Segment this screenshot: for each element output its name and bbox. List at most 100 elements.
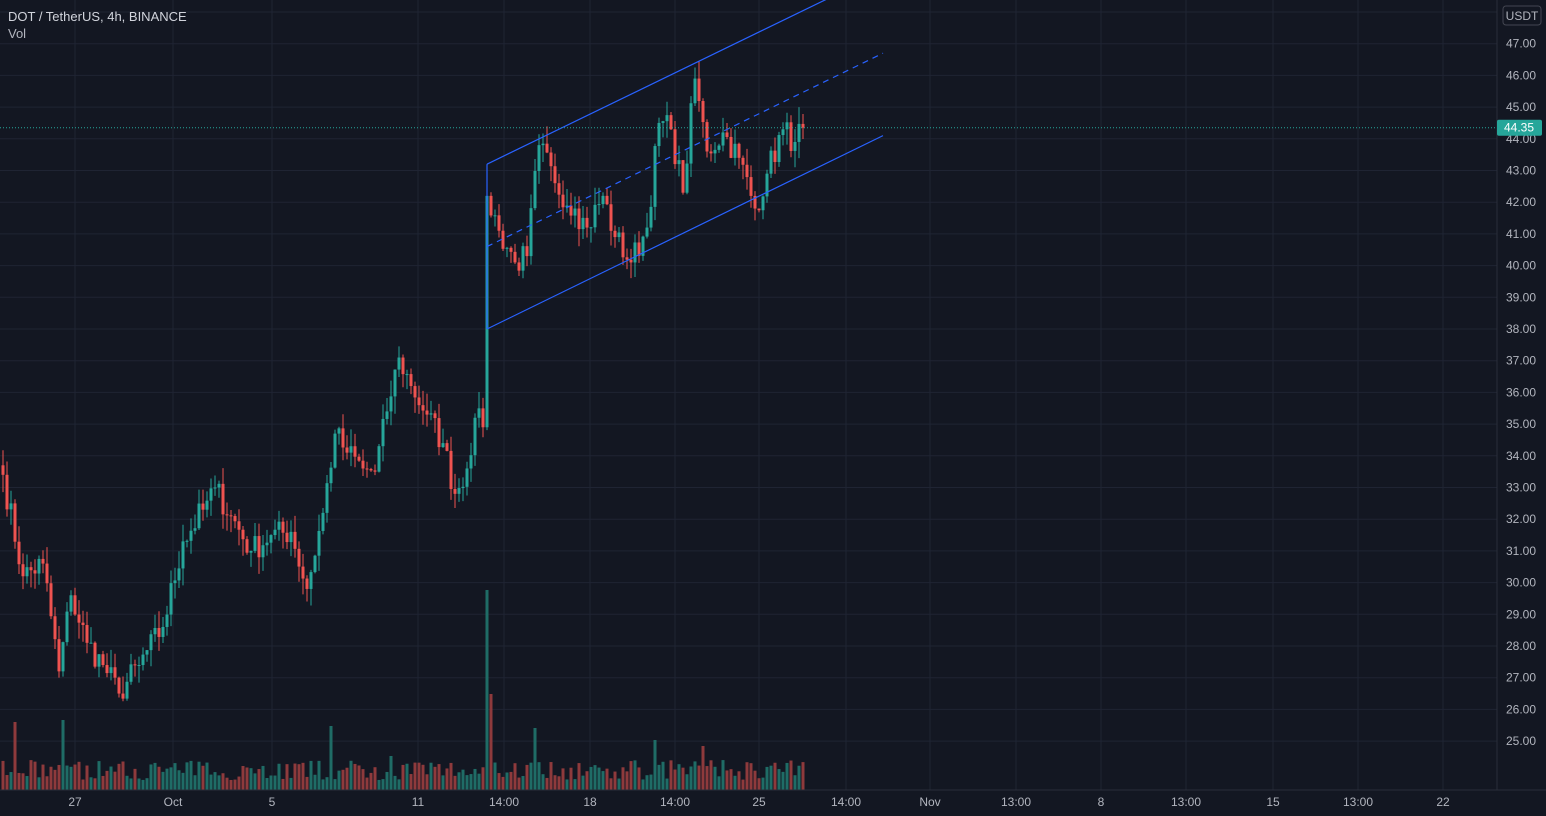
currency-label[interactable]: USDT bbox=[1502, 5, 1542, 26]
volume-bar bbox=[305, 776, 309, 790]
volume-bar bbox=[69, 766, 73, 790]
candle-body bbox=[181, 541, 185, 569]
candle bbox=[305, 575, 309, 602]
candle bbox=[789, 115, 793, 158]
volume-bar bbox=[745, 762, 749, 790]
candle-body bbox=[557, 183, 561, 195]
volume-bar bbox=[41, 764, 45, 790]
candle-body bbox=[421, 405, 425, 411]
candle bbox=[53, 607, 57, 649]
volume-bar bbox=[241, 766, 245, 790]
candle-body bbox=[505, 247, 509, 249]
candle-body bbox=[581, 217, 585, 230]
volume-bar bbox=[789, 760, 793, 790]
volume-bar bbox=[237, 776, 241, 790]
candle bbox=[273, 519, 277, 540]
candle bbox=[97, 654, 101, 678]
time-tick-label: 13:00 bbox=[1343, 795, 1373, 809]
time-tick-label: 5 bbox=[269, 795, 276, 809]
volume-bar bbox=[157, 766, 161, 790]
candle bbox=[381, 404, 385, 462]
volume-bar bbox=[721, 760, 725, 790]
volume-bar bbox=[605, 768, 609, 790]
price-tick-label: 41.00 bbox=[1506, 227, 1536, 241]
volume-bar bbox=[465, 775, 469, 790]
volume-bar bbox=[713, 766, 717, 790]
candle-body bbox=[441, 443, 445, 448]
candle bbox=[29, 561, 33, 588]
candle-body bbox=[125, 681, 129, 699]
candle-body bbox=[381, 418, 385, 447]
candle-body bbox=[549, 152, 553, 167]
parallel-channel[interactable] bbox=[486, 0, 884, 330]
volume-bar bbox=[197, 761, 201, 790]
candle bbox=[177, 551, 181, 589]
candle-body bbox=[473, 417, 477, 456]
channel-lower-line[interactable] bbox=[486, 135, 884, 330]
candle-body bbox=[137, 665, 141, 667]
candle-body bbox=[21, 564, 25, 577]
volume-bar bbox=[537, 762, 541, 790]
volume-bar bbox=[353, 763, 357, 790]
candle-body bbox=[1, 465, 5, 475]
channel-upper-line[interactable] bbox=[486, 0, 859, 165]
candle-body bbox=[269, 535, 273, 543]
candle bbox=[569, 192, 573, 225]
volume-bar bbox=[661, 761, 665, 790]
time-axis[interactable]: 27 Oct 5 11 14:00 18 14:00 25 14:00 Nov 13:00 8 13:0… bbox=[68, 795, 1450, 809]
candle-body bbox=[309, 572, 313, 589]
symbol-title[interactable]: DOT / TetherUS, 4h, BINANCE bbox=[8, 9, 187, 24]
candle-body bbox=[673, 129, 677, 165]
volume-bar bbox=[589, 766, 593, 790]
volume-bar bbox=[729, 769, 733, 790]
candle bbox=[577, 196, 581, 247]
price-tick-label: 43.00 bbox=[1506, 164, 1536, 178]
candle-body bbox=[637, 242, 641, 256]
candle bbox=[461, 477, 465, 502]
candle-body bbox=[585, 217, 589, 228]
candle bbox=[673, 120, 677, 169]
channel-median-line[interactable] bbox=[486, 52, 884, 248]
candle-body bbox=[469, 455, 473, 469]
volume-bar bbox=[73, 764, 77, 790]
candle-body bbox=[313, 555, 317, 573]
candle bbox=[373, 464, 377, 476]
candle-body bbox=[33, 570, 37, 574]
candle bbox=[717, 143, 721, 153]
candle bbox=[477, 392, 481, 428]
price-tick-label: 30.00 bbox=[1506, 576, 1536, 590]
volume-indicator-label[interactable]: Vol bbox=[8, 26, 27, 41]
time-tick-label: 13:00 bbox=[1001, 795, 1031, 809]
volume-bar bbox=[273, 775, 277, 790]
candle-body bbox=[365, 468, 369, 470]
price-axis[interactable]: 25.00 26.00 27.00 28.00 29.00 30.00 31.00 32.00… bbox=[1506, 5, 1536, 748]
candle bbox=[265, 529, 269, 556]
candle-body bbox=[477, 408, 481, 418]
volume-bar bbox=[409, 774, 413, 790]
candle-body bbox=[117, 677, 121, 694]
candle bbox=[493, 209, 497, 227]
last-price-text: 44.35 bbox=[1504, 121, 1534, 135]
chart-legend[interactable]: DOT / TetherUS, 4h, BINANCE Vol bbox=[8, 8, 187, 42]
candle-body bbox=[249, 550, 253, 553]
volume-bar bbox=[173, 763, 177, 790]
volume-bar bbox=[553, 775, 557, 790]
candle bbox=[733, 129, 737, 166]
candle bbox=[497, 204, 501, 238]
candle-body bbox=[569, 205, 573, 216]
volume-bar bbox=[229, 779, 233, 790]
volume-bar bbox=[649, 774, 653, 790]
candle bbox=[441, 428, 445, 448]
volume-bar bbox=[357, 765, 361, 790]
volume-bar bbox=[301, 762, 305, 790]
volume-bar bbox=[101, 775, 105, 790]
candle bbox=[197, 489, 201, 531]
candle bbox=[525, 235, 529, 267]
candle bbox=[365, 461, 369, 478]
candle bbox=[241, 526, 245, 556]
volume-bar bbox=[21, 773, 25, 790]
candle bbox=[509, 246, 513, 263]
price-tick-label: 28.00 bbox=[1506, 639, 1536, 653]
candle-body bbox=[701, 101, 705, 123]
